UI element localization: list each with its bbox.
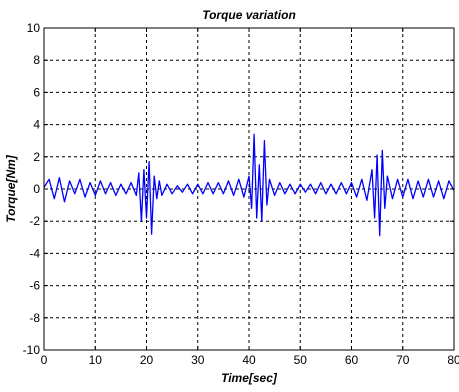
x-axis-title: Time[sec] (221, 371, 278, 385)
grid-layer (44, 28, 454, 350)
x-tick-label: 60 (345, 353, 359, 367)
y-axis-title: Torque[Nm] (4, 154, 18, 223)
y-tick-label: 8 (33, 53, 40, 67)
x-tick-label: 80 (447, 353, 459, 367)
series-layer (43, 133, 455, 237)
y-tick-label: 0 (33, 182, 40, 196)
y-tick-label: -8 (29, 311, 40, 325)
x-tick-label: 30 (191, 353, 205, 367)
y-tick-label: 10 (27, 21, 41, 35)
x-tick-label: 70 (396, 353, 410, 367)
y-tick-label: -4 (29, 246, 40, 260)
y-tick-label: -10 (23, 343, 41, 357)
x-tick-label: 0 (41, 353, 48, 367)
chart-title: Torque variation (202, 8, 296, 22)
x-tick-label: 10 (89, 353, 103, 367)
tick-layer: 0 10 20 30 40 50 60 70 80 -10 -8 -6 -4 -2 0 2 4 6 8 10 (23, 21, 459, 367)
series-line-torque (43, 133, 455, 237)
y-tick-label: 2 (33, 150, 40, 164)
y-tick-label: -2 (29, 214, 40, 228)
y-tick-label: 6 (33, 85, 40, 99)
x-tick-label: 20 (140, 353, 154, 367)
y-tick-label: -6 (29, 279, 40, 293)
y-tick-label: 4 (33, 118, 40, 132)
x-tick-label: 50 (294, 353, 308, 367)
x-tick-label: 40 (242, 353, 256, 367)
